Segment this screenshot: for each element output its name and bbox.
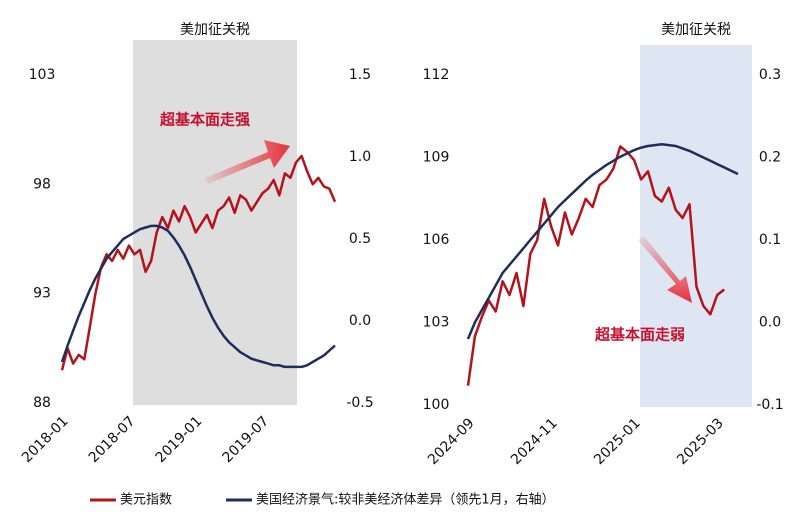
- x-tick-label: 2019-07: [220, 413, 273, 466]
- y2-tick-label: 0.2: [759, 150, 781, 166]
- y-tick-label: 88: [33, 395, 51, 411]
- series-line: [60, 224, 336, 369]
- x-tick-label: 2024-09: [425, 415, 478, 468]
- y2-tick-label: 0.5: [349, 231, 371, 247]
- series-line: [60, 154, 337, 371]
- series-line: [466, 145, 725, 386]
- y2-tick-label: 0.0: [759, 315, 781, 331]
- y-tick-label: 103: [423, 315, 450, 331]
- y2-tick-label: 0.0: [349, 313, 371, 329]
- y-tick-label: 106: [423, 232, 450, 248]
- y-tick-label: 103: [29, 67, 56, 83]
- shade-label: 美加征关税: [661, 22, 731, 38]
- shade-label: 美加征关税: [180, 22, 250, 38]
- x-tick-label: 2018-07: [86, 413, 139, 466]
- x-tick-label: 2025-03: [674, 415, 727, 468]
- x-tick-label: 2019-01: [153, 413, 206, 466]
- y2-tick-label: 1.5: [349, 67, 371, 83]
- y-tick-label: 93: [33, 286, 51, 302]
- y2-tick-label: 0.3: [759, 67, 781, 83]
- y2-tick-label: -0.5: [346, 395, 373, 411]
- y2-tick-label: -0.1: [756, 397, 783, 413]
- arrow: [638, 236, 692, 303]
- annotation: 超基本面走强: [159, 111, 250, 129]
- arrow: [205, 140, 290, 184]
- series-line: [466, 143, 739, 340]
- y-tick-label: 100: [423, 397, 450, 413]
- y-tick-label: 109: [423, 150, 450, 166]
- y-tick-label: 98: [33, 176, 51, 192]
- x-tick-label: 2024-11: [508, 415, 561, 468]
- y-tick-label: 112: [423, 67, 450, 83]
- y2-tick-label: 0.1: [759, 232, 781, 248]
- legend-label: 美元指数: [120, 493, 172, 508]
- legend-label: 美国经济景气:较非美经济体差异（领先1月，右轴）: [256, 492, 555, 508]
- x-tick-label: 2018-01: [19, 413, 72, 466]
- shaded-period: [640, 45, 752, 407]
- x-tick-label: 2025-01: [591, 415, 644, 468]
- annotation: 超基本面走弱: [594, 326, 685, 344]
- y2-tick-label: 1.0: [349, 149, 371, 165]
